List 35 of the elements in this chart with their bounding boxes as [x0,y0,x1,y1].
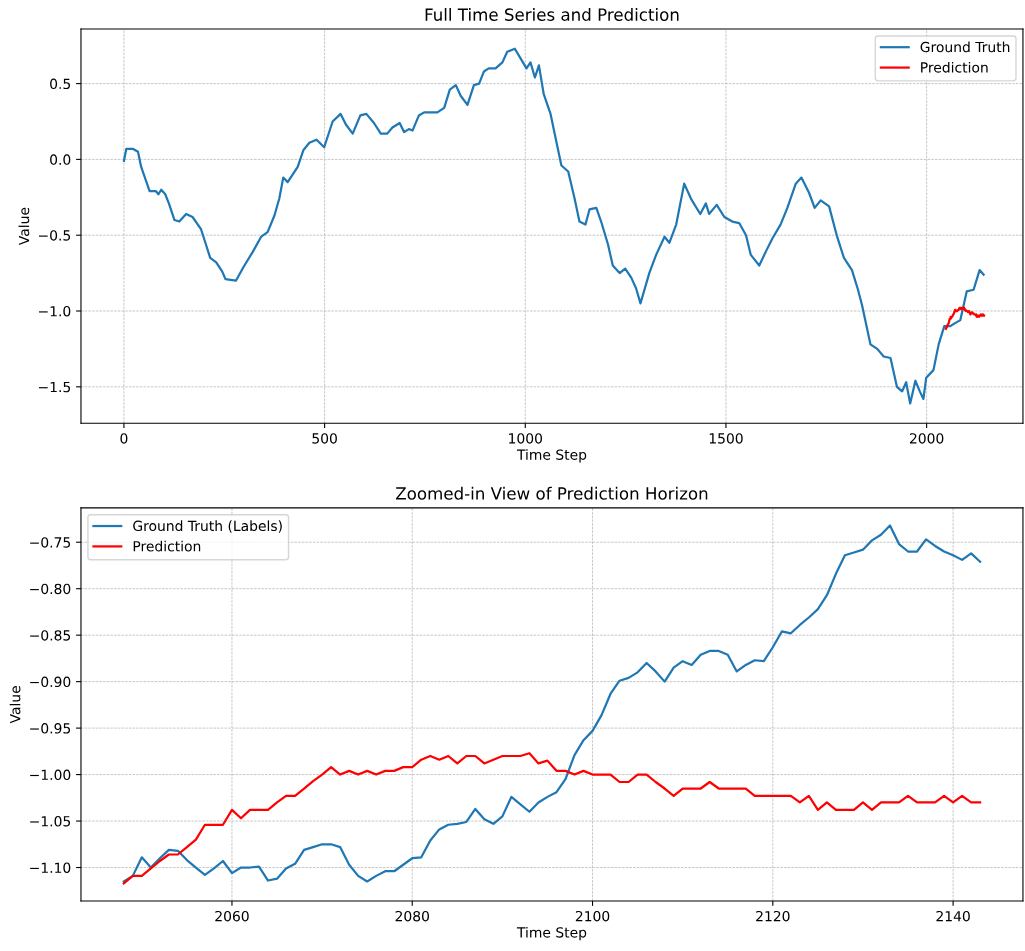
y-tick-label: −1.10 [30,862,71,873]
y-axis-title: Value [9,686,21,724]
y-tick-label: −1.5 [39,381,71,393]
line-series [944,306,986,330]
y-tick-label: −0.90 [30,676,71,688]
x-tick-label: 500 [312,433,337,444]
x-tick-label: 2060 [215,910,249,922]
chart-title: Full Time Series and Prediction [425,8,679,21]
x-axis-title: Time Step [516,449,587,463]
legend-label: Prediction [921,61,988,73]
y-tick-label: −0.95 [30,723,71,734]
y-tick-label: −0.75 [30,537,71,548]
legend-label: Prediction [133,540,201,552]
y-tick-label: −1.05 [30,816,71,827]
x-tick-label: 0 [120,433,128,444]
line-series [122,752,982,885]
x-tick-label: 2120 [756,910,790,922]
x-tick-label: 2000 [909,433,944,444]
x-tick-label: 2080 [395,910,429,922]
x-tick-label: 1000 [509,433,543,444]
x-tick-label: 2140 [936,910,970,922]
y-tick-label: 0.5 [50,78,71,90]
legend-label: Ground Truth [920,41,1010,53]
y-tick-label: −0.85 [30,630,71,641]
y-tick-label: 0.0 [50,154,71,165]
x-tick-label: 1500 [709,433,743,444]
y-axis-title: Value [18,207,30,246]
y-tick-label: −1.0 [39,305,71,317]
legend-label: Ground Truth (Labels) [133,520,282,533]
x-tick-label: 2100 [575,910,610,922]
y-tick-label: −0.80 [30,583,71,595]
chart-title: Zoomed-in View of Prediction Horizon [396,486,708,500]
y-tick-label: −0.5 [39,230,71,241]
x-axis-title: Time Step [516,926,587,941]
y-tick-label: −1.00 [30,769,71,781]
